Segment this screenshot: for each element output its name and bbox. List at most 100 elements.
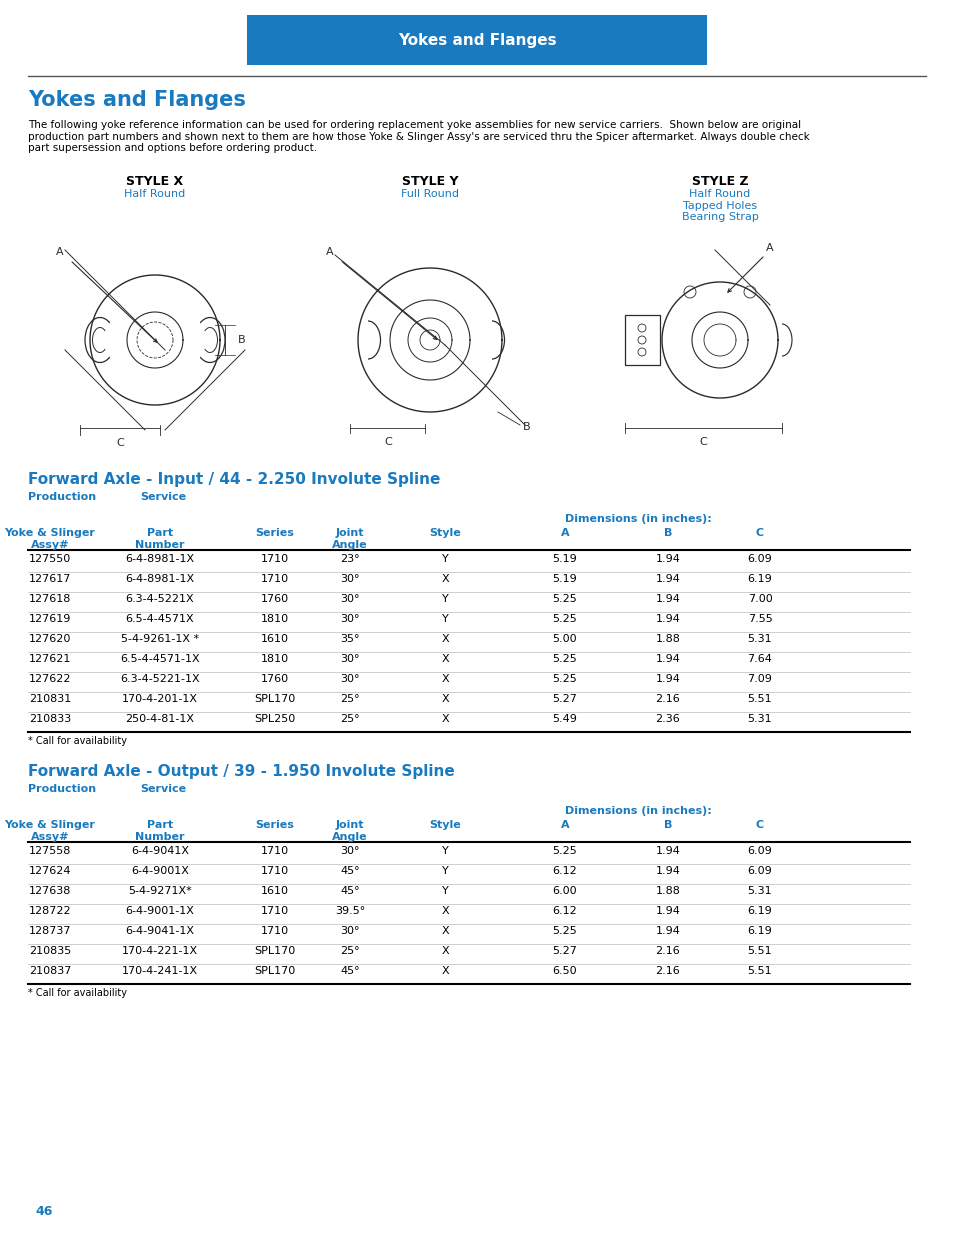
Text: 127617: 127617 xyxy=(29,574,71,584)
Text: 45°: 45° xyxy=(340,966,359,976)
Text: Forward Axle - Input / 44 - 2.250 Involute Spline: Forward Axle - Input / 44 - 2.250 Involu… xyxy=(28,472,440,487)
Text: 25°: 25° xyxy=(340,714,359,724)
Text: B: B xyxy=(522,422,530,432)
Text: B: B xyxy=(663,529,672,538)
Text: 6.50: 6.50 xyxy=(552,966,577,976)
Text: 5.51: 5.51 xyxy=(747,966,772,976)
Text: 127620: 127620 xyxy=(29,634,71,643)
Text: 1.94: 1.94 xyxy=(655,926,679,936)
Text: 250-4-81-1X: 250-4-81-1X xyxy=(126,714,194,724)
Text: 1.94: 1.94 xyxy=(655,866,679,876)
Text: 46: 46 xyxy=(35,1205,52,1218)
Text: 1.94: 1.94 xyxy=(655,555,679,564)
Text: 170-4-221-1X: 170-4-221-1X xyxy=(122,946,198,956)
Text: 5.49: 5.49 xyxy=(552,714,577,724)
Text: 6-4-8981-1X: 6-4-8981-1X xyxy=(125,555,194,564)
Text: 5.51: 5.51 xyxy=(747,946,772,956)
Text: X: X xyxy=(440,694,448,704)
Text: SPL250: SPL250 xyxy=(254,714,295,724)
Text: 1710: 1710 xyxy=(261,926,289,936)
Text: 5.25: 5.25 xyxy=(552,846,577,856)
Text: 23°: 23° xyxy=(340,555,359,564)
Text: Half Round: Half Round xyxy=(124,189,186,199)
Text: 5-4-9261-1X *: 5-4-9261-1X * xyxy=(121,634,199,643)
Text: Production: Production xyxy=(28,784,96,794)
Text: Joint
Angle: Joint Angle xyxy=(332,529,368,550)
Text: C: C xyxy=(755,529,763,538)
Text: STYLE Z: STYLE Z xyxy=(691,175,747,188)
Text: 5.31: 5.31 xyxy=(747,634,772,643)
Text: 5.51: 5.51 xyxy=(747,694,772,704)
Text: 1.94: 1.94 xyxy=(655,574,679,584)
Text: 5.25: 5.25 xyxy=(552,614,577,624)
Text: 210835: 210835 xyxy=(29,946,71,956)
Text: Full Round: Full Round xyxy=(400,189,458,199)
Text: Yoke & Slinger
Assy#: Yoke & Slinger Assy# xyxy=(5,820,95,841)
Text: 30°: 30° xyxy=(340,846,359,856)
Text: X: X xyxy=(440,966,448,976)
Text: 6.09: 6.09 xyxy=(747,555,772,564)
Text: 6.09: 6.09 xyxy=(747,846,772,856)
Text: 5.27: 5.27 xyxy=(552,694,577,704)
Text: B: B xyxy=(663,820,672,830)
Text: X: X xyxy=(440,674,448,684)
Text: 127624: 127624 xyxy=(29,866,71,876)
Text: 2.36: 2.36 xyxy=(655,714,679,724)
Text: 127622: 127622 xyxy=(29,674,71,684)
Text: Y: Y xyxy=(441,614,448,624)
Text: Dimensions (in inches):: Dimensions (in inches): xyxy=(564,806,711,816)
Text: Joint
Angle: Joint Angle xyxy=(332,820,368,841)
Text: 6.12: 6.12 xyxy=(552,906,577,916)
Text: Dimensions (in inches):: Dimensions (in inches): xyxy=(564,514,711,524)
Text: A: A xyxy=(326,247,334,257)
Text: Y: Y xyxy=(441,594,448,604)
Text: X: X xyxy=(440,655,448,664)
Text: 127619: 127619 xyxy=(29,614,71,624)
Text: 6.19: 6.19 xyxy=(747,574,772,584)
Text: 127638: 127638 xyxy=(29,885,71,897)
Text: Service: Service xyxy=(140,784,186,794)
Text: 1.88: 1.88 xyxy=(655,885,679,897)
Text: Half Round
Tapped Holes
Bearing Strap: Half Round Tapped Holes Bearing Strap xyxy=(680,189,758,222)
Text: 210831: 210831 xyxy=(29,694,71,704)
Text: 1.94: 1.94 xyxy=(655,674,679,684)
Text: SPL170: SPL170 xyxy=(254,694,295,704)
Bar xyxy=(247,15,706,65)
Text: 1.88: 1.88 xyxy=(655,634,679,643)
Text: 127558: 127558 xyxy=(29,846,71,856)
Text: 6.19: 6.19 xyxy=(747,926,772,936)
Text: X: X xyxy=(440,634,448,643)
Text: 6.3-4-5221X: 6.3-4-5221X xyxy=(126,594,194,604)
Text: X: X xyxy=(440,946,448,956)
Text: 2.16: 2.16 xyxy=(655,694,679,704)
Text: 1710: 1710 xyxy=(261,906,289,916)
Text: 5.25: 5.25 xyxy=(552,655,577,664)
Text: 1760: 1760 xyxy=(261,594,289,604)
Text: SPL170: SPL170 xyxy=(254,946,295,956)
Text: Forward Axle - Output / 39 - 1.950 Involute Spline: Forward Axle - Output / 39 - 1.950 Invol… xyxy=(28,764,455,779)
Text: 128737: 128737 xyxy=(29,926,71,936)
Text: C: C xyxy=(116,438,124,448)
Text: 5.31: 5.31 xyxy=(747,885,772,897)
Text: A: A xyxy=(560,529,569,538)
Text: Y: Y xyxy=(441,866,448,876)
Text: 1610: 1610 xyxy=(261,885,289,897)
Text: 1710: 1710 xyxy=(261,846,289,856)
Text: STYLE Y: STYLE Y xyxy=(401,175,457,188)
Text: SPL170: SPL170 xyxy=(254,966,295,976)
Text: * Call for availability: * Call for availability xyxy=(28,988,127,998)
Text: 170-4-201-1X: 170-4-201-1X xyxy=(122,694,198,704)
Text: 5.31: 5.31 xyxy=(747,714,772,724)
Text: 7.09: 7.09 xyxy=(747,674,772,684)
Text: 6-4-9041X: 6-4-9041X xyxy=(131,846,189,856)
Text: Yoke & Slinger
Assy#: Yoke & Slinger Assy# xyxy=(5,529,95,550)
Text: Part
Number: Part Number xyxy=(135,820,185,841)
Text: Series: Series xyxy=(255,820,294,830)
Text: 210833: 210833 xyxy=(29,714,71,724)
Text: 1.94: 1.94 xyxy=(655,614,679,624)
Text: 25°: 25° xyxy=(340,946,359,956)
Text: 45°: 45° xyxy=(340,866,359,876)
Text: 128722: 128722 xyxy=(29,906,71,916)
Text: 5.00: 5.00 xyxy=(552,634,577,643)
Text: 1.94: 1.94 xyxy=(655,906,679,916)
